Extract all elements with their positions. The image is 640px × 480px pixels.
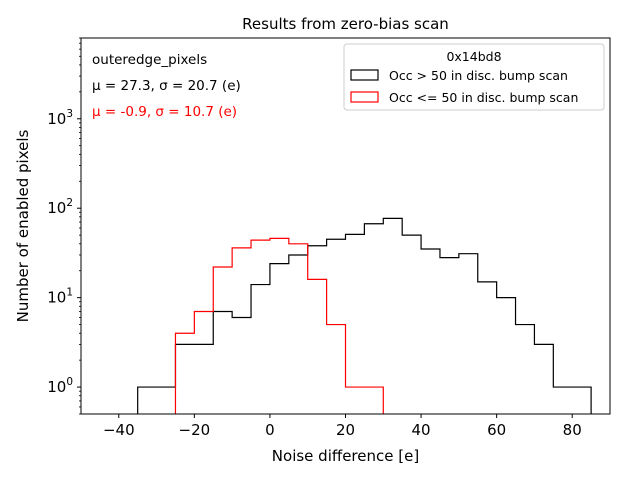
legend-title: 0x14bd8	[446, 49, 501, 64]
annotation-region-name: outeredge_pixels	[92, 52, 207, 68]
stats-annotation: outeredge_pixels μ = 27.3, σ = 20.7 (e) …	[92, 52, 241, 120]
y-tick-label: 100	[47, 376, 73, 396]
legend: 0x14bd8 Occ > 50 in disc. bump scan Occ …	[343, 43, 605, 111]
legend-label-red: Occ <= 50 in disc. bump scan	[389, 90, 578, 105]
x-tick-label: 60	[487, 421, 506, 439]
x-axis-label: Noise difference [e]	[272, 447, 419, 465]
x-tick-label: 80	[563, 421, 582, 439]
y-axis-label: Number of enabled pixels	[14, 129, 32, 322]
y-tick-label: 103	[47, 108, 73, 128]
histogram-series-red	[174, 237, 384, 414]
legend-frame	[343, 43, 605, 111]
x-tick-label: 0	[265, 421, 275, 439]
x-tick-label: 20	[336, 421, 355, 439]
plot-frame	[80, 37, 611, 415]
histogram-series-black	[137, 217, 592, 414]
annotation-black-stats: μ = 27.3, σ = 20.7 (e)	[92, 78, 241, 94]
plot-area: −40 −20 0 20 40 60 80 100 101 102 103	[47, 37, 592, 439]
x-tick-label: −20	[179, 421, 211, 439]
legend-label-black: Occ > 50 in disc. bump scan	[389, 68, 568, 83]
legend-swatch-black	[350, 69, 379, 81]
x-tick-label: −40	[103, 421, 135, 439]
chart-title: Results from zero-bias scan	[242, 15, 449, 33]
annotation-red-stats: μ = -0.9, σ = 10.7 (e)	[92, 104, 237, 120]
x-tick-label: 40	[412, 421, 431, 439]
y-tick-label: 101	[47, 287, 73, 307]
y-tick-label: 102	[47, 197, 73, 217]
legend-swatch-red	[350, 91, 379, 103]
